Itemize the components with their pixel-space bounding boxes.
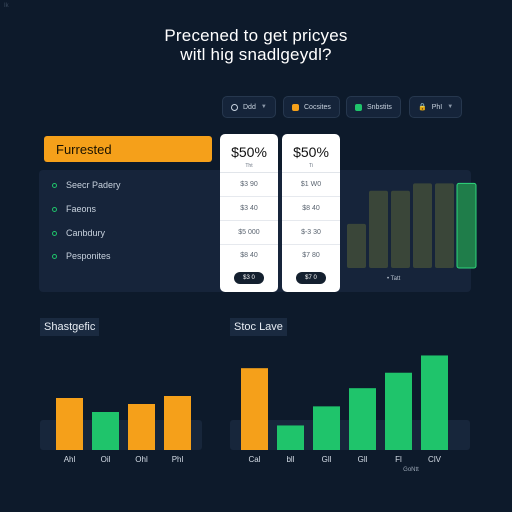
feature-row: Faeons bbox=[52, 204, 96, 214]
plan-cell: $3 40 bbox=[240, 205, 258, 212]
feature-label: Furrested bbox=[56, 141, 112, 157]
mini-chart-bar bbox=[347, 223, 366, 268]
plan-cell: $5 000 bbox=[238, 229, 260, 236]
feature-row: Canbdury bbox=[52, 228, 105, 238]
title-line-1: Precened to get pricyes bbox=[164, 26, 348, 45]
corner-mark: Ik bbox=[4, 3, 9, 9]
chart-bar bbox=[313, 406, 340, 450]
chevron-down-icon: ▼ bbox=[447, 104, 454, 110]
feature-header: Furrested bbox=[44, 136, 212, 162]
plan-cell: $1 W0 bbox=[300, 181, 322, 188]
mini-chart-bar bbox=[456, 182, 477, 269]
chart-title: Stoc Lave bbox=[230, 318, 287, 336]
x-tick-label: Oil bbox=[101, 455, 111, 464]
mini-chart-bar bbox=[391, 190, 410, 268]
chart-bar bbox=[241, 368, 268, 450]
bullet-icon bbox=[52, 182, 57, 188]
chart-bar bbox=[56, 398, 83, 450]
mini-chart-bar bbox=[435, 183, 454, 268]
x-tick-label: ClV bbox=[428, 455, 442, 464]
feature-row-label: Pesponites bbox=[66, 251, 111, 261]
chart-annotation: GoNtt bbox=[403, 467, 419, 473]
chart-bar bbox=[92, 412, 119, 450]
filter-label: Ddd bbox=[243, 103, 256, 111]
chevron-down-icon: ▼ bbox=[260, 104, 267, 110]
plan-cell: $-3 30 bbox=[301, 229, 321, 236]
x-tick-label: Ohl bbox=[135, 455, 148, 464]
green-legend-swatch bbox=[355, 103, 362, 111]
x-tick-label: Cal bbox=[248, 455, 260, 464]
filter-pill-phi[interactable]: 🔒 PhI ▼ bbox=[409, 96, 463, 118]
chart-bar bbox=[421, 355, 448, 450]
divider bbox=[220, 244, 278, 245]
title-line-2: witl hig snadlgeydl? bbox=[180, 45, 332, 64]
ring-icon bbox=[231, 103, 238, 111]
divider bbox=[220, 220, 278, 221]
feature-row: Seecr Padery bbox=[52, 180, 121, 190]
plan-card[interactable]: $50% Ti $1 W0 $8 40 $-3 30 $7 80 $7 0 bbox=[282, 134, 340, 292]
feature-row-label: Canbdury bbox=[66, 228, 106, 238]
plan-subtitle: Ti bbox=[309, 163, 313, 169]
x-tick-label: Gll bbox=[322, 455, 332, 464]
filter-pill-all[interactable]: Ddd ▼ bbox=[222, 96, 276, 118]
plan-cell: $8 40 bbox=[302, 205, 320, 212]
divider bbox=[282, 220, 340, 221]
chart-bar bbox=[277, 425, 304, 450]
x-tick-label: bll bbox=[286, 455, 294, 464]
plan-cell: $8 40 bbox=[240, 252, 258, 259]
feature-row: Pesponites bbox=[52, 251, 111, 261]
divider bbox=[220, 172, 278, 173]
x-tick-label: Phl bbox=[172, 455, 184, 464]
bullet-icon bbox=[52, 253, 57, 259]
lock-icon: 🔒 bbox=[418, 104, 427, 111]
x-tick-label: Ahl bbox=[64, 455, 76, 464]
plan-select-button[interactable]: $3 0 bbox=[234, 272, 264, 284]
bullet-icon bbox=[52, 230, 57, 236]
orange-legend-swatch bbox=[292, 103, 299, 111]
x-tick-label: Gll bbox=[358, 455, 368, 464]
plan-card[interactable]: $50% Tht $3 90 $3 40 $5 000 $8 40 $3 0 bbox=[220, 134, 278, 292]
divider bbox=[282, 172, 340, 173]
mini-chart-bar bbox=[369, 190, 388, 268]
plan-cell: $3 90 bbox=[240, 181, 258, 188]
chart-bar bbox=[128, 404, 155, 450]
feature-row-label: Faeons bbox=[66, 204, 97, 214]
chart-bar bbox=[385, 372, 412, 450]
page-title: Precened to get pricyes witl hig snadlge… bbox=[0, 26, 512, 64]
plan-price: $50% bbox=[293, 144, 329, 160]
filter-label: Cocsites bbox=[304, 103, 331, 111]
divider bbox=[282, 244, 340, 245]
plan-price: $50% bbox=[231, 144, 267, 160]
divider bbox=[282, 196, 340, 197]
x-tick-label: Fl bbox=[395, 455, 402, 464]
bullet-icon bbox=[52, 206, 57, 212]
mini-chart-label: • Tatt bbox=[387, 276, 401, 282]
plan-cell: $7 80 bbox=[302, 252, 320, 259]
chart-bar bbox=[164, 396, 191, 450]
filter-label: PhI bbox=[431, 103, 443, 111]
filter-pill-cocsites[interactable]: Cocsites bbox=[283, 96, 340, 118]
filter-pill-snbstits[interactable]: Snbstits bbox=[346, 96, 401, 118]
plan-subtitle: Tht bbox=[245, 163, 253, 169]
filter-label: Snbstits bbox=[367, 103, 392, 111]
chart-bar bbox=[349, 388, 376, 450]
feature-row-label: Seecr Padery bbox=[66, 180, 121, 190]
mini-chart-bar bbox=[413, 183, 432, 268]
plan-select-button[interactable]: $7 0 bbox=[296, 272, 326, 284]
chart-title: Shastgefic bbox=[40, 318, 100, 336]
divider bbox=[220, 196, 278, 197]
